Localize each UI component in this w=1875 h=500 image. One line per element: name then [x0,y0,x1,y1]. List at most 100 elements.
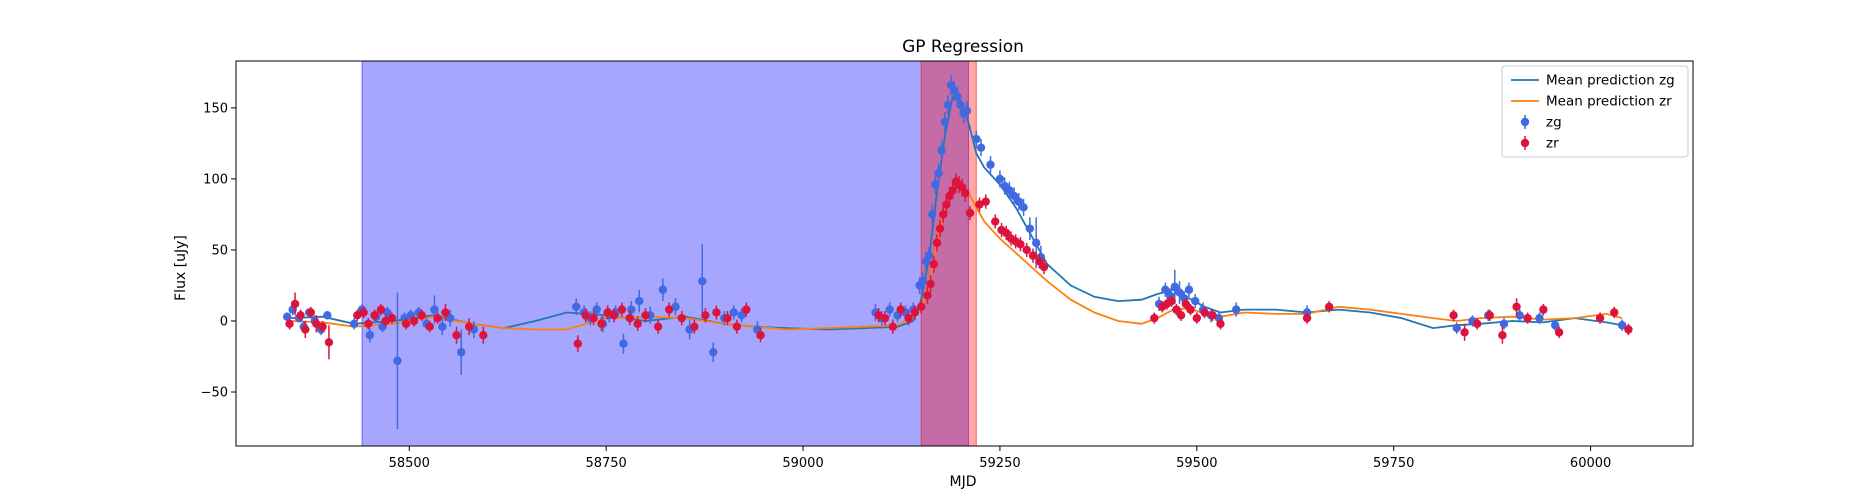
y-tick-label: 150 [203,101,228,116]
zr-point [1022,245,1031,255]
y-tick-label: 50 [211,243,228,258]
zr-point [376,305,386,314]
zr-point [1324,302,1334,311]
zr-point [880,313,890,323]
zg-point [1191,296,1200,306]
zg-point [918,277,927,286]
zr-point [625,313,634,323]
zg-point [729,308,738,317]
zr-point [904,313,913,323]
zr-point [1473,319,1482,329]
zr-point [756,330,765,340]
zr-point [324,338,334,347]
zg-point [393,356,402,365]
y-tick-label: 0 [220,314,228,329]
zg-point [924,251,934,260]
zr-point [1539,305,1548,314]
zg-point [1535,313,1544,323]
zr-point [712,308,721,317]
zg-point [995,174,1005,184]
zr-point [1200,308,1209,317]
zg-point [430,305,439,314]
zg-point [1499,319,1509,329]
zg-point [956,100,965,110]
zr-point [935,224,945,233]
legend-label-mean-prediction-zg: Mean prediction zg [1546,73,1675,89]
x-tick-label: 59250 [979,456,1020,471]
zr-point [1610,308,1619,317]
zr-point [285,319,294,329]
zg-point [943,100,953,110]
zg-point [671,302,680,311]
zr-point [1172,305,1181,314]
zr-point [425,322,434,331]
zg-point [658,285,668,294]
zr-point [981,197,990,206]
zr-point [1554,328,1564,337]
zr-point [603,308,612,317]
zr-point [910,308,920,317]
zr-point [573,339,583,348]
zr-point [896,305,905,314]
legend: Mean prediction zg Mean prediction zr zg zr [1501,65,1689,158]
zr-point [742,305,751,314]
zr-point [1624,325,1633,334]
zr-point [617,305,627,314]
zr-point [1039,262,1049,272]
chart-title: GP Regression [902,37,1024,57]
zr-point [633,319,642,329]
x-tick-label: 58500 [389,456,430,471]
zr-point [1186,305,1195,314]
zr-point [923,291,932,300]
zg-point [1025,224,1035,233]
zg-point [1014,197,1024,206]
zg-point [1617,321,1627,330]
zr-point [888,322,898,331]
legend-marker-zg [1520,117,1530,127]
zg-point [972,134,981,144]
zg-point [928,210,937,219]
axes-frame [235,60,1694,447]
zr-point [464,322,474,331]
zg-point [1161,285,1170,294]
zr-point [296,311,305,320]
zr-point [1302,313,1312,323]
zr-point [401,319,411,329]
zg-point [572,302,581,311]
zg-point [1019,203,1028,212]
zr-point [701,311,710,320]
zg-point [962,106,972,115]
zr-point [1523,313,1532,323]
zr-point [318,322,327,331]
legend-label-zg: zg [1546,115,1562,131]
zg-point [953,92,962,101]
plot-background [236,61,1693,446]
legend-marker-zr [1520,138,1530,148]
zr-point [641,311,650,320]
zr-point [312,319,321,329]
zg-point [457,348,466,357]
plot-area: 58500 58750 59000 59250 59500 59750 60000 −50 0 5… [201,60,1694,471]
zr-point [653,322,663,331]
zr-point [961,188,970,198]
zr-point [381,316,390,326]
zg-point [1009,191,1019,201]
zr-point [387,313,397,323]
points-zg [282,75,1627,429]
zg-point [1452,323,1461,333]
zg-point [365,330,375,340]
zg-point [1184,285,1194,294]
zr-point [1485,311,1495,320]
zr-point [479,330,488,340]
zr-point [1167,296,1176,306]
zr-point [916,302,926,311]
zr-point [353,311,362,320]
x-tick-label: 59000 [782,456,823,471]
zr-point [1460,328,1469,337]
zr-point [359,308,368,317]
zr-point [1512,302,1521,311]
zr-point [589,313,598,323]
y-tick-label: 100 [203,172,228,187]
zr-point [441,308,450,317]
